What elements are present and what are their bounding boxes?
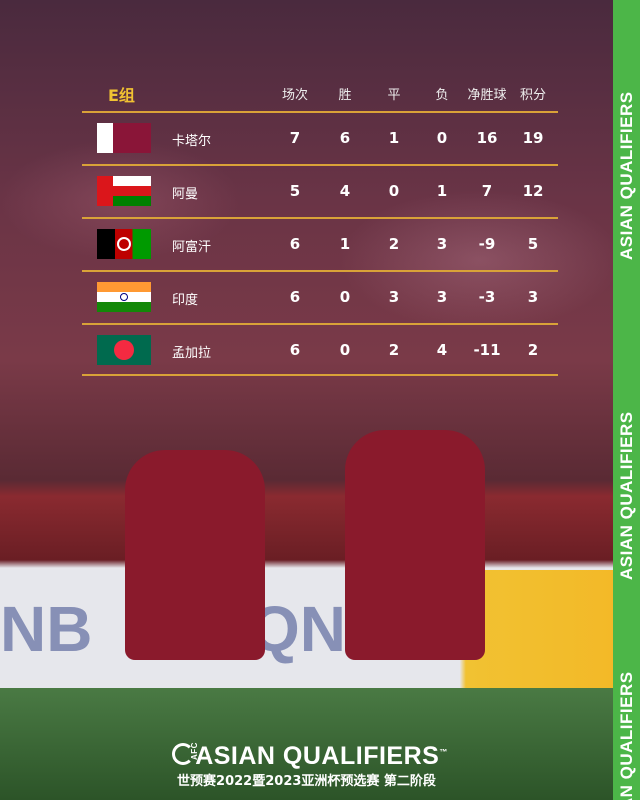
cell-won: 1: [339, 235, 351, 253]
cell-points: 5: [527, 235, 539, 253]
header-drawn: 平: [387, 88, 401, 103]
cell-played: 6: [289, 341, 301, 359]
oman-flag: [97, 176, 151, 206]
team-name: 孟加拉: [172, 346, 212, 361]
cell-points: 12: [522, 182, 544, 200]
afc-logo: [172, 743, 194, 765]
cell-lost: 0: [436, 129, 448, 147]
table-row: 阿富汗 6 1 2 3 -9 5: [82, 217, 558, 270]
cell-goal-diff: 16: [476, 129, 498, 147]
afghanistan-flag: [97, 229, 151, 259]
strip-text: ASIAN QUALIFIERS: [617, 411, 636, 580]
cell-goal-diff: 7: [481, 182, 493, 200]
cell-points: 2: [527, 341, 539, 359]
header-points: 积分: [519, 88, 546, 103]
cell-points: 19: [522, 129, 544, 147]
bangladesh-flag: [97, 335, 151, 365]
cell-played: 5: [289, 182, 301, 200]
cell-drawn: 2: [388, 341, 400, 359]
footer-subtitle: 世预赛2022暨2023亚洲杯预选赛 第二阶段: [177, 774, 436, 789]
logo-text: ASIAN QUALIFIERS: [195, 742, 440, 770]
table-row: 印度 6 0 3 3 -3 3: [82, 270, 558, 323]
cell-lost: 3: [436, 235, 448, 253]
cell-played: 6: [289, 235, 301, 253]
cell-played: 7: [289, 129, 301, 147]
advertising-board: NB QNB: [0, 570, 613, 688]
qatar-flag: [97, 123, 151, 153]
standings-table: E组 场次 胜 平 负 净胜球 积分 卡塔尔 7 6 1 0 16 19 阿曼 5 4 0 1 7 12 阿…: [82, 78, 558, 376]
team-name: 印度: [172, 293, 199, 308]
table-row: 孟加拉 6 0 2 4 -11 2: [82, 323, 558, 376]
header-lost: 负: [435, 88, 449, 103]
cell-points: 3: [527, 288, 539, 306]
table-row: 卡塔尔 7 6 1 0 16 19: [82, 111, 558, 164]
header-played: 场次: [281, 88, 308, 103]
team-name: 阿富汗: [172, 240, 212, 255]
cell-goal-diff: -9: [478, 235, 496, 253]
strip-text: ASIAN QUALIFIERS: [617, 91, 636, 260]
cell-drawn: 2: [388, 235, 400, 253]
cell-goal-diff: -11: [473, 341, 501, 359]
team-name: 卡塔尔: [172, 134, 212, 149]
cell-lost: 3: [436, 288, 448, 306]
cell-drawn: 3: [388, 288, 400, 306]
cell-won: 6: [339, 129, 351, 147]
strip-text: ASIAN QUALIFIERS: [617, 671, 636, 800]
header-goal-diff: 净胜球: [467, 88, 507, 103]
cell-won: 0: [339, 341, 351, 359]
cell-drawn: 1: [388, 129, 400, 147]
trademark: ™: [439, 747, 448, 757]
player-left: [125, 450, 265, 660]
cell-won: 0: [339, 288, 351, 306]
player-right: [345, 430, 485, 660]
table-row: 阿曼 5 4 0 1 7 12: [82, 164, 558, 217]
team-name: 阿曼: [172, 187, 199, 202]
side-strip: ASIAN QUALIFIERS ASIAN QUALIFIERS ASIAN …: [613, 0, 640, 800]
table-header: E组 场次 胜 平 负 净胜球 积分: [82, 78, 558, 111]
cell-drawn: 0: [388, 182, 400, 200]
cell-won: 4: [339, 182, 351, 200]
pitch: [0, 688, 613, 800]
cell-goal-diff: -3: [478, 288, 496, 306]
cell-lost: 4: [436, 341, 448, 359]
footer-logo-text: ASIAN QUALIFIERS™: [0, 742, 613, 771]
cell-played: 6: [289, 288, 301, 306]
header-won: 胜: [338, 88, 352, 103]
india-flag: [97, 282, 151, 312]
group-label: E组: [108, 86, 135, 105]
cell-lost: 1: [436, 182, 448, 200]
